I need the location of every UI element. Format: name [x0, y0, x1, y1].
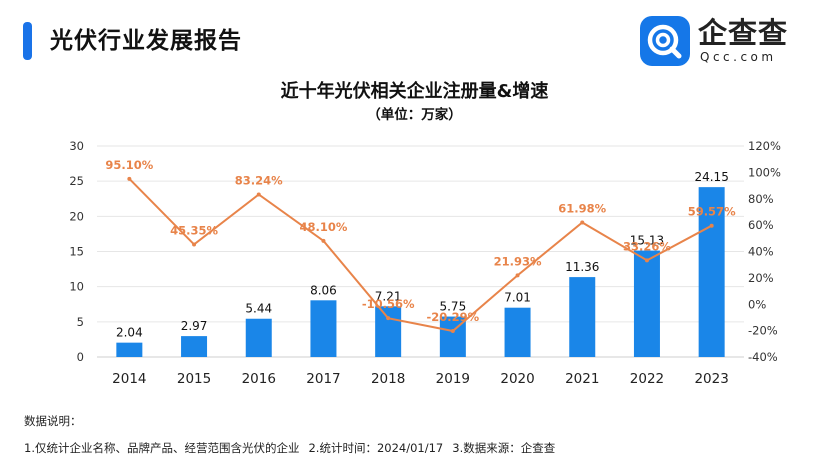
line-point	[256, 192, 261, 197]
note-item: 1.仅统计企业名称、品牌产品、经营范围含光伏的企业	[24, 441, 300, 455]
line-point	[192, 242, 197, 247]
y-right-tick-label: 60%	[748, 218, 774, 232]
notes-heading: 数据说明：	[24, 414, 82, 428]
y-right-tick-label: 20%	[748, 271, 774, 285]
y-right-tick-label: -40%	[748, 350, 778, 364]
line-data-label: 45.35%	[170, 223, 218, 237]
bar	[633, 250, 660, 357]
report-title: 光伏行业发展报告	[50, 28, 242, 54]
bar	[116, 342, 143, 357]
logo-name: 企查查	[698, 16, 789, 50]
y-left-tick-label: 15	[69, 245, 84, 259]
y-left-tick-label: 5	[77, 315, 84, 329]
chart-subtitle: （单位：万家）	[367, 107, 462, 123]
logo: 企查查 Qcc.com	[640, 14, 810, 69]
line-data-label: -20.29%	[427, 310, 480, 324]
x-tick-label: 2022	[630, 371, 664, 387]
chart-title: 近十年光伏相关企业注册量&增速	[280, 81, 549, 102]
x-tick-label: 2015	[177, 371, 211, 387]
line-data-label: 61.98%	[558, 202, 606, 216]
x-tick-label: 2020	[500, 371, 534, 387]
line-data-label: 48.10%	[299, 220, 347, 234]
growth-line	[128, 178, 713, 333]
note-item: 3.数据来源：企查查	[452, 441, 556, 455]
y-left-tick-label: 20	[69, 209, 84, 223]
line-data-label: 21.93%	[494, 254, 542, 268]
y-left-tick-label: 10	[69, 280, 84, 294]
line-data-label: -10.56%	[362, 297, 415, 311]
y-left-tick-label: 30	[69, 139, 84, 153]
line-point	[127, 176, 132, 181]
bar-data-label: 7.21	[375, 289, 402, 303]
line-point	[450, 329, 455, 334]
x-tick-label: 2014	[112, 371, 146, 387]
x-tick-label: 2016	[242, 371, 276, 387]
notes-text: 1.仅统计企业名称、品牌产品、经营范围含光伏的企业 2.统计时间：2024/01/…	[24, 440, 564, 456]
qcc-logo-icon	[640, 16, 690, 66]
bar-data-label: 8.06	[310, 283, 337, 297]
bar	[245, 318, 272, 357]
y-right-tick-label: 100%	[748, 165, 781, 179]
line-point	[515, 273, 520, 278]
y-right-tick-label: 0%	[748, 297, 766, 311]
line-point	[321, 238, 326, 243]
y-right-tick-label: -20%	[748, 324, 778, 338]
logo-url: Qcc.com	[700, 50, 777, 64]
y-left-tick-label: 0	[77, 350, 84, 364]
bar-data-label: 5.44	[245, 302, 272, 316]
bar	[504, 307, 531, 357]
line-point	[709, 223, 714, 228]
bar	[310, 300, 337, 357]
x-tick-label: 2017	[306, 371, 340, 387]
line-data-label: 33.26%	[623, 239, 671, 253]
bar	[698, 187, 725, 357]
x-tick-label: 2021	[565, 371, 599, 387]
bar-data-label: 15.13	[630, 234, 664, 248]
bar	[375, 306, 402, 357]
header-accent-bar	[23, 22, 32, 60]
x-tick-label: 2023	[694, 371, 728, 387]
line-point	[386, 316, 391, 321]
bar-data-label: 24.15	[694, 170, 728, 184]
bar	[181, 336, 208, 357]
y-right-tick-label: 80%	[748, 192, 774, 206]
bar-data-label: 5.75	[439, 300, 466, 314]
bar	[569, 277, 596, 357]
y-right-tick-label: 120%	[748, 139, 781, 153]
note-item: 2.统计时间：2024/01/17	[308, 441, 444, 455]
bar-data-label: 11.36	[565, 260, 599, 274]
y-left-tick-label: 25	[69, 174, 84, 188]
bar-data-label: 7.01	[504, 291, 531, 305]
line-point	[644, 258, 649, 263]
x-tick-label: 2019	[436, 371, 470, 387]
y-right-tick-label: 40%	[748, 245, 774, 259]
x-tick-label: 2018	[371, 371, 405, 387]
bar-data-label: 2.97	[181, 319, 208, 333]
bar-data-label: 2.04	[116, 326, 143, 340]
line-point	[580, 220, 585, 225]
line-data-label: 59.57%	[688, 205, 736, 219]
line-data-label: 83.24%	[235, 173, 283, 187]
line-data-label: 95.10%	[105, 158, 153, 172]
